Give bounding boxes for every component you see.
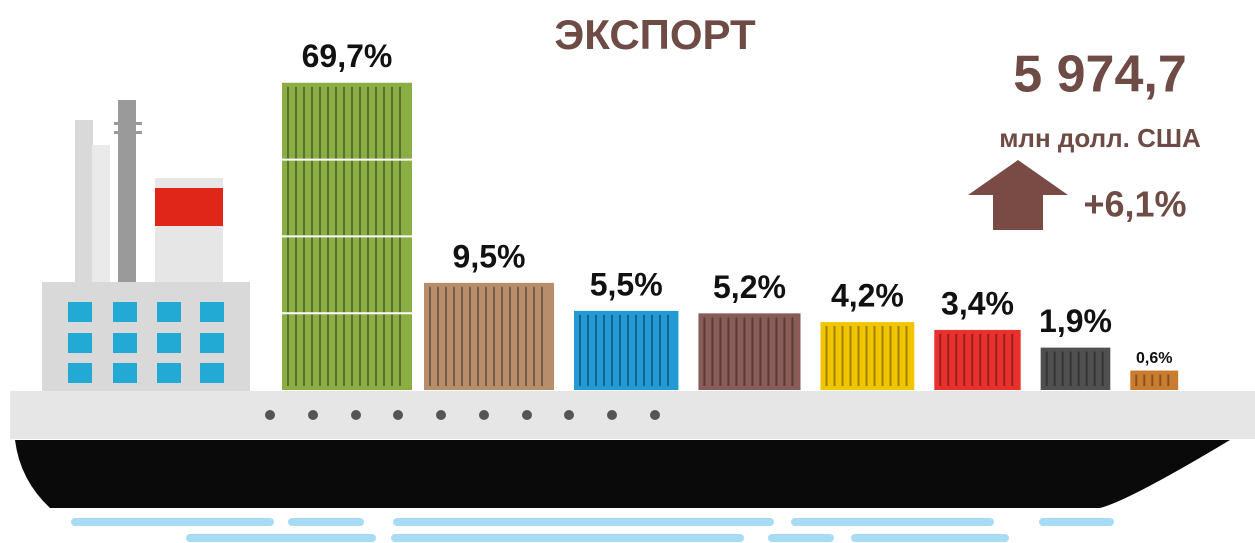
- deck: [10, 391, 1255, 439]
- container: [1130, 371, 1178, 390]
- chart-title: ЭКСПОРТ: [554, 11, 756, 58]
- growth-value: +6,1%: [1083, 184, 1186, 225]
- mast-bar: [114, 131, 142, 134]
- value-label: 69,7%: [302, 38, 393, 74]
- container: [1041, 348, 1111, 390]
- value-label: 4,2%: [831, 278, 904, 314]
- value-label: 9,5%: [453, 238, 526, 274]
- mast-bar: [114, 122, 142, 125]
- container: [934, 330, 1020, 390]
- page: ЭКСПОРТ 5 974,7 млн долл. США +6,1% 69,7…: [0, 0, 1255, 543]
- chart: ЭКСПОРТ 5 974,7 млн долл. США +6,1% 69,7…: [0, 0, 1255, 543]
- value-label: 0,6%: [1136, 350, 1172, 367]
- funnel-stripe: [155, 188, 223, 226]
- container: [574, 311, 678, 390]
- hull: [15, 440, 1230, 508]
- value-label: 5,5%: [590, 266, 663, 302]
- total-value: 5 974,7: [1013, 46, 1187, 104]
- chimney: [75, 120, 93, 285]
- mast: [118, 100, 136, 285]
- total-unit: млн долл. США: [999, 123, 1201, 153]
- value-label: 5,2%: [713, 269, 786, 305]
- chimney: [92, 145, 110, 285]
- growth-arrow: [968, 160, 1068, 230]
- water: [75, 522, 1110, 538]
- value-label: 3,4%: [941, 285, 1014, 321]
- value-label: 1,9%: [1039, 303, 1112, 339]
